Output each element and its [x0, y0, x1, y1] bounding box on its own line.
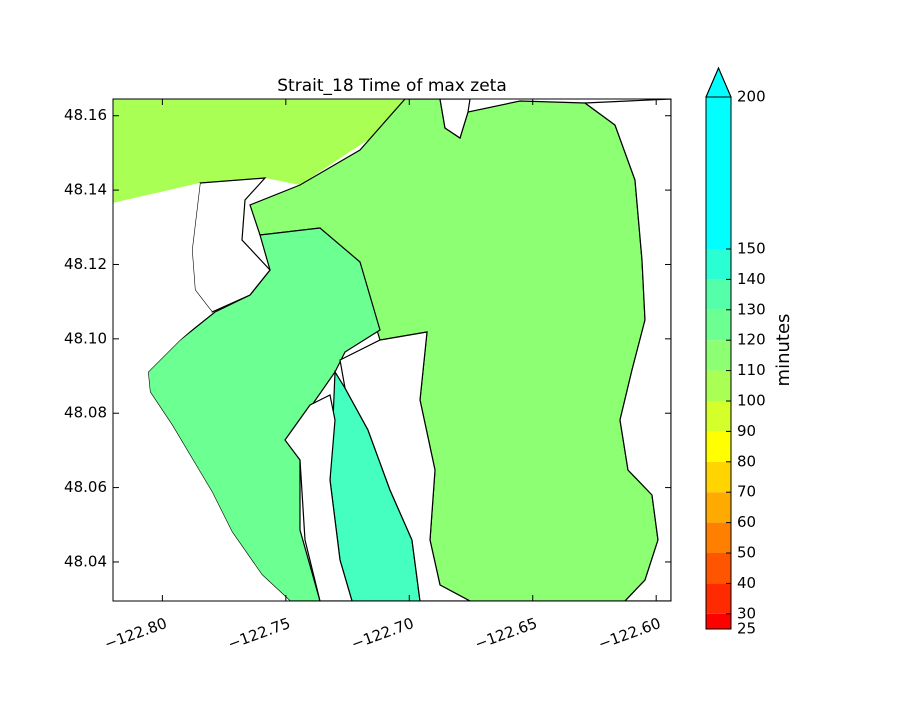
map [113, 99, 671, 601]
colorbar-tick-label: 120 [737, 331, 766, 349]
colorbar-band [706, 401, 731, 432]
colorbar-band [706, 522, 731, 553]
colorbar-extend [705, 66, 732, 98]
region-110 [113, 99, 415, 203]
x-tick-label: −122.80 [102, 614, 169, 653]
y-tick-label: 48.06 [64, 478, 107, 496]
colorbar-tick-label: 50 [737, 544, 756, 562]
colorbar-tick-label: 70 [737, 483, 756, 501]
colorbar-band [706, 340, 731, 371]
land [284, 394, 353, 601]
colorbar-band [706, 431, 731, 462]
colorbar-tick-label: 150 [737, 240, 766, 258]
colorbar-band [706, 279, 731, 310]
colorbar-band [706, 309, 731, 341]
land [339, 331, 471, 601]
colorbar-tick-label: 25 [737, 620, 756, 638]
colorbar-band [706, 583, 731, 614]
x-tick-label: −122.65 [472, 614, 539, 653]
land [439, 99, 471, 139]
y-tick-label: 48.04 [64, 552, 107, 570]
y-tick-label: 48.10 [64, 329, 107, 347]
colorbar-band [706, 553, 731, 584]
colorbar-tick-label: 100 [737, 392, 766, 410]
x-tick-label: −122.75 [225, 614, 292, 653]
colorbar-tick-label: 110 [737, 361, 766, 379]
chart-title: Strait_18 Time of max zeta [277, 76, 507, 96]
colorbar-label: minutes [773, 314, 794, 387]
axes-frame [112, 98, 672, 602]
colorbar-tick-label: 80 [737, 452, 756, 470]
colorbar-band [706, 370, 731, 401]
y-tick-label: 48.14 [64, 181, 107, 199]
colorbar-tick-label: 40 [737, 574, 756, 592]
y-tick-label: 48.16 [64, 106, 107, 124]
land [113, 183, 290, 601]
colorbar-tick-label: 140 [737, 270, 766, 288]
colorbar-tick-label: 60 [737, 513, 756, 531]
x-tick-label: −122.70 [349, 614, 416, 653]
colorbar-tick-label: 30 [737, 604, 756, 622]
colorbar-band [706, 97, 731, 249]
y-tick-label: 48.12 [64, 255, 107, 273]
x-tick-label: −122.60 [596, 614, 663, 653]
land [583, 99, 671, 601]
colorbar-tick-label: 200 [737, 88, 766, 106]
colorbar-band [706, 613, 731, 629]
colorbar-band [706, 461, 731, 493]
colorbar-tick-label: 130 [737, 300, 766, 318]
colorbar-band [706, 249, 731, 280]
colorbar-tick-label: 90 [737, 422, 756, 440]
y-tick-label: 48.08 [64, 404, 107, 422]
colorbar-band [706, 492, 731, 523]
